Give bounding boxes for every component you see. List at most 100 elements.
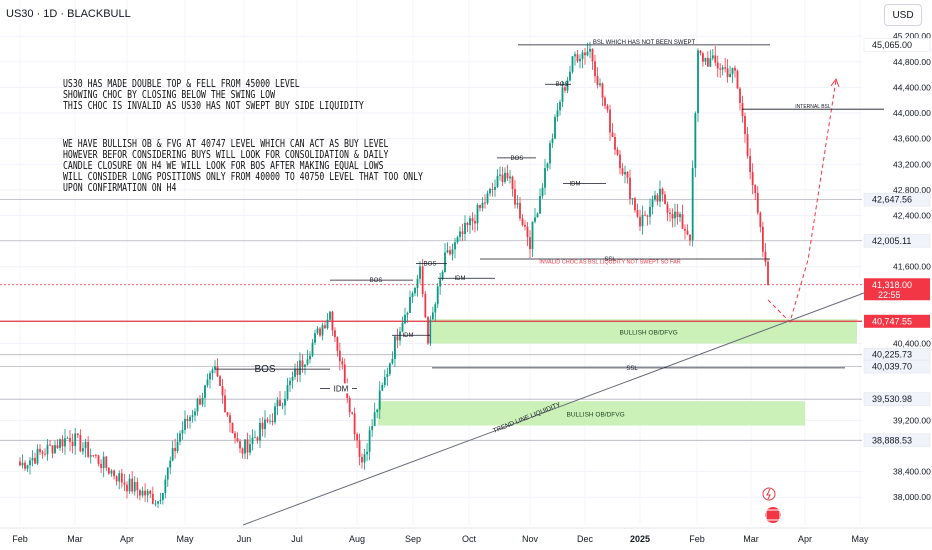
time-tick: Feb	[12, 534, 28, 544]
candle-body	[29, 460, 31, 466]
candle-body	[154, 503, 157, 505]
candle-body	[69, 438, 71, 442]
candle-body	[461, 231, 464, 234]
time-tick: Nov	[522, 534, 539, 544]
candle-body	[373, 412, 376, 427]
candle-body	[416, 278, 419, 288]
candle-body	[749, 156, 752, 173]
candle-body	[331, 311, 334, 331]
candle-body	[76, 433, 79, 436]
candle-body	[646, 215, 649, 217]
candle-body	[509, 176, 511, 179]
price-tick: 42,400.00	[893, 210, 931, 220]
candle-body	[614, 137, 616, 150]
candle-body	[211, 369, 214, 374]
candle-body	[554, 116, 556, 139]
candle-body	[196, 398, 199, 412]
annotation-label: IDM	[334, 384, 349, 393]
candle-body	[546, 163, 549, 169]
price-tick: 41,600.00	[893, 262, 931, 272]
time-tick: Jun	[237, 534, 252, 544]
candle-body	[679, 214, 681, 218]
candle-body	[348, 398, 351, 413]
candle-body	[343, 364, 346, 388]
candle-body	[279, 400, 281, 407]
candle-body	[691, 167, 694, 241]
candle-body	[136, 482, 139, 491]
price-tick: 38,000.00	[893, 492, 931, 502]
candle-body	[616, 149, 619, 155]
candle-body	[189, 416, 191, 421]
candle-body	[224, 395, 226, 413]
price-label-box	[863, 359, 931, 374]
candle-body	[499, 174, 501, 176]
candle-body	[174, 448, 177, 452]
candle-body	[291, 376, 294, 381]
price-label-box	[863, 234, 931, 248]
candle-body	[421, 266, 424, 294]
candle-body	[521, 218, 524, 225]
candle-body	[351, 412, 354, 414]
currency-button[interactable]: USD	[884, 4, 922, 26]
candle-body	[82, 448, 84, 452]
candle-body	[97, 455, 100, 465]
candle-body	[113, 470, 115, 477]
lightning-bolt-icon	[766, 488, 771, 500]
candle-body	[378, 390, 381, 410]
candle-body	[314, 333, 316, 343]
candle-body	[506, 172, 509, 179]
candle-body	[169, 460, 172, 468]
candle-body	[107, 467, 110, 474]
candle-body	[734, 67, 736, 71]
candle-body	[654, 195, 656, 200]
note-line: HOWEVER BEFOR CONSIDERING BUYS WILL LOOK…	[63, 149, 389, 161]
candle-body	[309, 355, 311, 360]
candle-body	[394, 336, 396, 359]
price-label-box	[863, 38, 931, 52]
time-tick: Apr	[120, 534, 134, 544]
candle-body	[281, 405, 284, 407]
candle-body	[661, 188, 664, 195]
candle-body	[79, 435, 82, 452]
candle-body	[544, 168, 546, 188]
candle-body	[629, 177, 631, 199]
candle-body	[471, 218, 474, 222]
candle-body	[239, 441, 241, 449]
candle-body	[326, 319, 329, 329]
candle-body	[631, 198, 634, 200]
candle-body	[611, 132, 614, 138]
trend-line	[242, 286, 881, 526]
candle-body	[269, 420, 271, 422]
candle-body	[51, 445, 54, 454]
candle-body	[231, 422, 234, 434]
candle-body	[26, 465, 29, 469]
candle-body	[56, 445, 59, 448]
candle-body	[214, 366, 216, 370]
candle-body	[274, 406, 276, 423]
candle-body	[376, 409, 379, 413]
candle-body	[399, 331, 401, 341]
candle-body	[363, 454, 366, 463]
candle-body	[419, 266, 421, 279]
candle-body	[561, 87, 564, 102]
candle-body	[296, 368, 299, 375]
candle-body	[336, 337, 339, 351]
annotation-label: BOS	[511, 156, 524, 162]
price-tick: 44,000.00	[893, 108, 931, 118]
candle-body	[636, 210, 639, 217]
time-tick: Apr	[798, 534, 812, 544]
candle-body	[261, 422, 264, 430]
candle-body	[133, 482, 136, 492]
candle-body	[401, 323, 404, 332]
candle-body	[446, 250, 449, 253]
candle-body	[706, 57, 709, 67]
projection-arrowhead	[830, 77, 840, 88]
candle-body	[244, 439, 246, 454]
candle-body	[19, 461, 21, 466]
candle-body	[144, 490, 146, 496]
candle-body	[161, 493, 164, 500]
candle-body	[396, 336, 399, 341]
candle-body	[431, 312, 434, 320]
candle-body	[551, 138, 554, 144]
